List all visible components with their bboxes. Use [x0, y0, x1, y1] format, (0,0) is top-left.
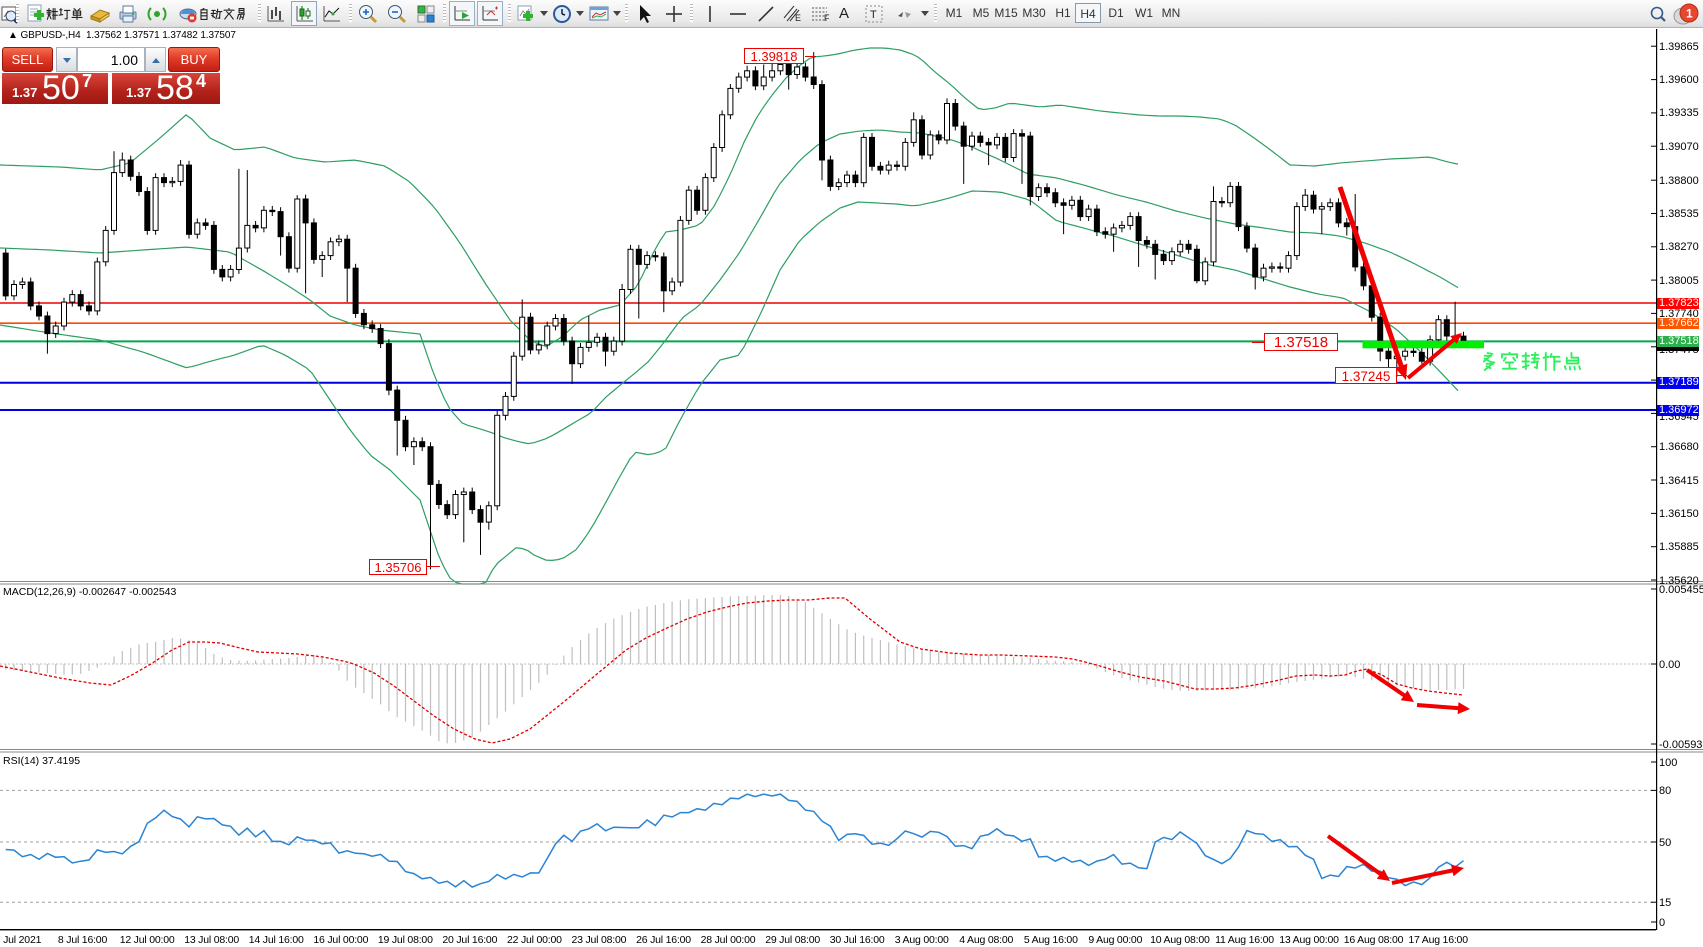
svg-text:1: 1 [1686, 7, 1693, 21]
svg-text:T: T [870, 9, 877, 21]
